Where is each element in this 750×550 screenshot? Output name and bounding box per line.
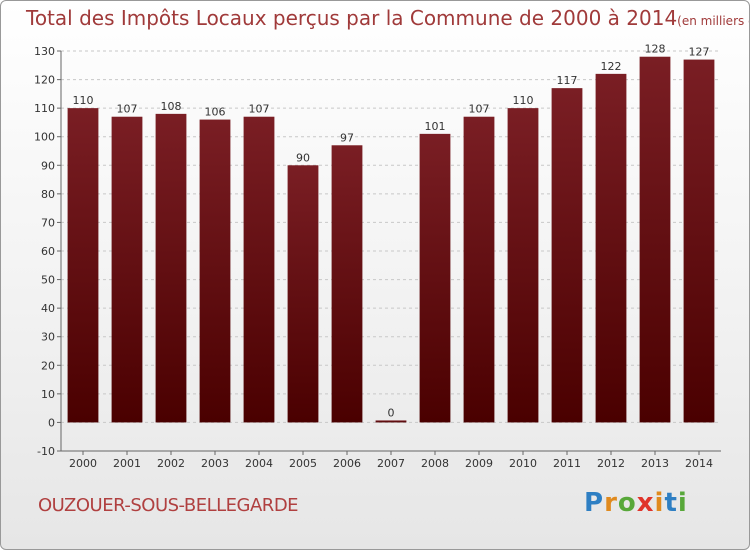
y-tick-label: 120 [34, 74, 55, 87]
proxiti-logo: Proxiti [584, 488, 688, 518]
commune-name: OUZOUER-SOUS-BELLEGARDE [38, 495, 299, 516]
data-label-2013: 128 [645, 43, 666, 56]
data-label-2001: 107 [117, 103, 138, 116]
x-tick-label-2009: 2009 [465, 457, 493, 470]
data-label-2004: 107 [249, 103, 270, 116]
chart-unit-note: (en milliers d'€) [677, 14, 749, 28]
x-tick-label-2007: 2007 [377, 457, 405, 470]
data-label-2006: 97 [340, 131, 354, 144]
data-label-2002: 108 [161, 100, 182, 113]
bar-2013 [639, 56, 671, 423]
logo-letter: P [584, 488, 605, 518]
logo-letter: i [654, 488, 665, 518]
bar-2009 [463, 116, 495, 423]
y-tick-label: 30 [41, 331, 55, 344]
x-tick-label-2012: 2012 [597, 457, 625, 470]
x-tick-label-2006: 2006 [333, 457, 361, 470]
bar-2007 [375, 420, 407, 423]
title-row: Total des Impôts Locaux perçus par la Co… [26, 6, 749, 30]
bar-2011 [551, 88, 583, 423]
data-label-2003: 106 [205, 106, 226, 119]
bar-2001 [111, 116, 143, 423]
bar-2005 [287, 165, 319, 423]
bar-2008 [419, 133, 451, 423]
logo-letter: x [636, 488, 655, 518]
y-tick-label: 80 [41, 188, 55, 201]
logo-letter: t [664, 488, 678, 518]
bar-2010 [507, 108, 539, 423]
y-tick-label: 110 [34, 102, 55, 115]
data-label-2009: 107 [469, 103, 490, 116]
logo-letter: o [617, 488, 637, 518]
logo-letter: r [604, 488, 618, 518]
x-tick-label-2003: 2003 [201, 457, 229, 470]
bar-2014 [683, 59, 715, 423]
x-tick-label-2005: 2005 [289, 457, 317, 470]
chart-title: Total des Impôts Locaux perçus par la Co… [26, 6, 678, 30]
bar-2006 [331, 145, 363, 423]
x-tick-label-2011: 2011 [553, 457, 581, 470]
data-label-2014: 127 [689, 46, 710, 59]
x-tick-label-2001: 2001 [113, 457, 141, 470]
x-tick-label-2008: 2008 [421, 457, 449, 470]
y-tick-label: 0 [48, 416, 55, 429]
logo-letter: i [677, 488, 688, 518]
x-tick-label-2014: 2014 [685, 457, 713, 470]
x-tick-label-2013: 2013 [641, 457, 669, 470]
data-label-2007: 0 [388, 406, 395, 419]
y-tick-label: 100 [34, 131, 55, 144]
y-tick-label: 10 [41, 388, 55, 401]
y-tick-label: 50 [41, 274, 55, 287]
data-label-2011: 117 [557, 74, 578, 87]
x-tick-label-2010: 2010 [509, 457, 537, 470]
y-tick-label: 60 [41, 245, 55, 258]
y-tick-label: 130 [34, 45, 55, 58]
x-tick-label-2000: 2000 [69, 457, 97, 470]
data-label-2005: 90 [296, 151, 310, 164]
x-tick-label-2002: 2002 [157, 457, 185, 470]
y-tick-label: -10 [37, 445, 55, 458]
bar-2000 [67, 108, 99, 423]
data-label-2000: 110 [73, 94, 94, 107]
bar-2004 [243, 116, 275, 423]
y-tick-label: 20 [41, 359, 55, 372]
y-tick-label: 90 [41, 159, 55, 172]
data-label-2010: 110 [513, 94, 534, 107]
x-tick-label-2004: 2004 [245, 457, 273, 470]
data-label-2008: 101 [425, 120, 446, 133]
data-label-2012: 122 [601, 60, 622, 73]
bar-2003 [199, 119, 231, 423]
y-tick-label: 70 [41, 216, 55, 229]
bar-2002 [155, 113, 187, 423]
bar-2012 [595, 73, 627, 423]
y-tick-label: 40 [41, 302, 55, 315]
